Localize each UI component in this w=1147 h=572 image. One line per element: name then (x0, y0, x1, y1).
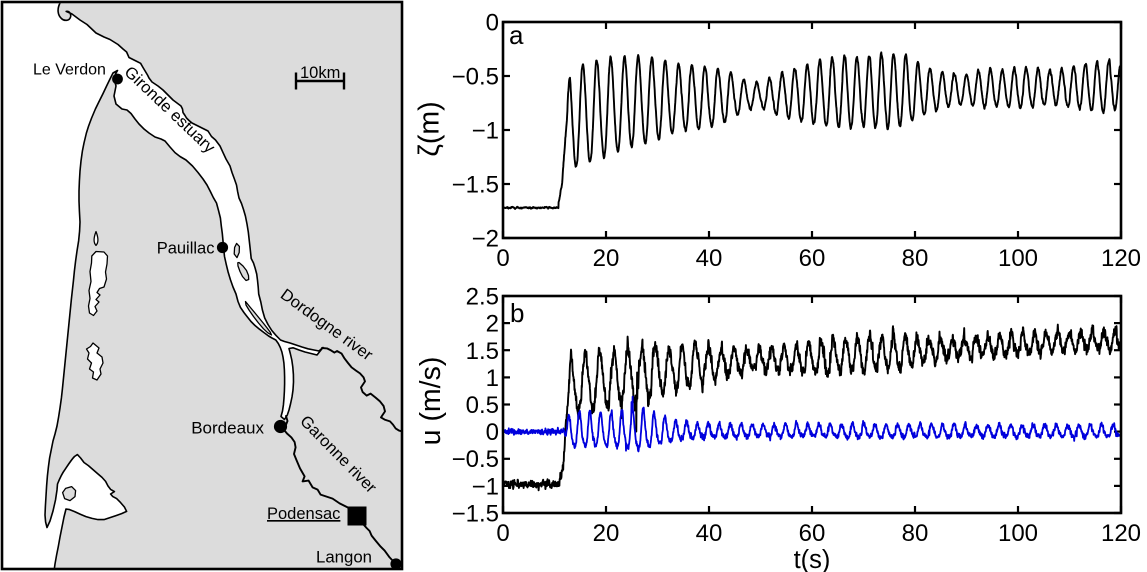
svg-text:0.5: 0.5 (466, 392, 499, 419)
svg-text:1.5: 1.5 (466, 338, 499, 365)
svg-text:1: 1 (486, 365, 499, 392)
svg-text:60: 60 (799, 520, 826, 547)
svg-text:−0.5: −0.5 (452, 64, 499, 91)
svg-text:−2: −2 (472, 226, 499, 253)
svg-text:Langon: Langon (316, 548, 372, 567)
svg-text:2: 2 (486, 311, 499, 338)
svg-text:t(s): t(s) (794, 546, 831, 572)
svg-text:120: 120 (1101, 520, 1141, 547)
svg-text:−1.5: −1.5 (452, 172, 499, 199)
svg-text:Le Verdon: Le Verdon (33, 62, 106, 79)
svg-text:2.5: 2.5 (466, 284, 499, 311)
svg-text:b: b (510, 298, 524, 328)
svg-text:u (m/s): u (m/s) (415, 357, 447, 446)
svg-text:Bordeaux: Bordeaux (191, 419, 264, 438)
svg-text:ζ(m): ζ(m) (414, 101, 446, 156)
svg-text:80: 80 (902, 245, 929, 272)
svg-text:20: 20 (593, 245, 620, 272)
svg-text:20: 20 (593, 520, 620, 547)
svg-text:60: 60 (799, 245, 826, 272)
svg-text:100: 100 (998, 245, 1038, 272)
svg-text:40: 40 (696, 520, 723, 547)
svg-text:80: 80 (902, 520, 929, 547)
svg-text:−0.5: −0.5 (452, 446, 499, 473)
svg-text:a: a (509, 20, 524, 50)
svg-text:0: 0 (496, 520, 509, 547)
svg-text:40: 40 (696, 245, 723, 272)
svg-text:0: 0 (486, 419, 499, 446)
svg-text:−1: −1 (472, 118, 499, 145)
svg-text:100: 100 (998, 520, 1038, 547)
svg-text:−1.5: −1.5 (452, 501, 499, 528)
svg-text:10km: 10km (300, 64, 340, 82)
svg-text:0: 0 (486, 10, 499, 37)
svg-text:Pauillac: Pauillac (157, 240, 215, 258)
svg-text:120: 120 (1101, 245, 1141, 272)
svg-text:−1: −1 (472, 473, 499, 500)
svg-text:0: 0 (496, 245, 509, 272)
svg-text:Podensac: Podensac (267, 505, 340, 523)
